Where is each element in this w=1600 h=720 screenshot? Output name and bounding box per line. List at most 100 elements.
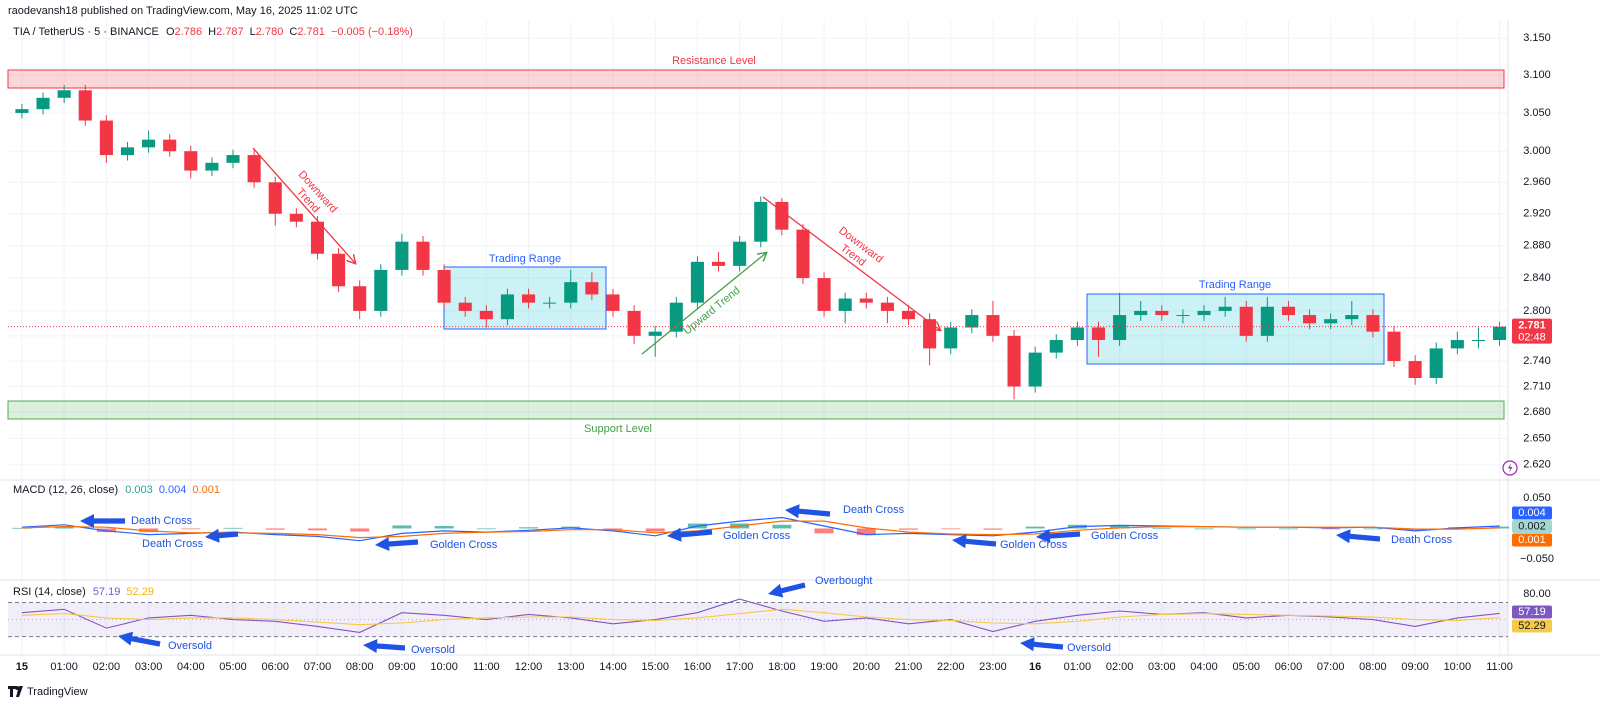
x-tick-label: 01:00 [50, 661, 78, 673]
candle-body [184, 151, 198, 171]
macd-histogram-bar [392, 525, 412, 529]
y-tick-label: 0.050 [1523, 492, 1551, 504]
macd-histogram-bar [645, 528, 665, 532]
callout-arrow [667, 527, 713, 542]
macd-histogram-bar [941, 528, 961, 530]
candle-body [585, 282, 599, 295]
callout-arrow [363, 639, 406, 653]
candle-body [1091, 327, 1106, 341]
candle-body [1303, 315, 1317, 324]
x-tick-label: 23:00 [979, 661, 1007, 673]
macd-histogram-bar [350, 528, 370, 532]
candle-body [1049, 340, 1063, 353]
candle-body [1176, 315, 1190, 317]
candle-body [733, 241, 747, 266]
callout-arrow [118, 631, 161, 647]
y-tick-label: 2.620 [1523, 459, 1551, 471]
x-tick-label: 03:00 [1148, 661, 1176, 673]
callout-label: Oversold [411, 644, 455, 656]
candle-body [923, 319, 937, 349]
ohlc-value: 2.781 [297, 26, 325, 38]
macd-histogram-bar [265, 528, 285, 530]
trading-range-label: Trading Range [489, 253, 561, 265]
macd-histogram-bar [772, 524, 792, 529]
candle-body [838, 298, 852, 311]
candle-body [1471, 340, 1485, 342]
y-tick-label: 3.150 [1523, 32, 1551, 44]
candle-body [1007, 335, 1021, 387]
macd-badge [1512, 520, 1552, 533]
publisher: raodevansh18 published on TradingView.co… [8, 5, 358, 17]
rsi-badge [1512, 619, 1552, 633]
x-tick-label: 08:00 [1359, 661, 1387, 673]
x-tick-label: 02:00 [93, 661, 121, 673]
rsi-badge-label: 57.19 [1518, 606, 1546, 618]
rsi-badge-label: 52.29 [1518, 620, 1546, 632]
x-tick-label: 20:00 [853, 661, 881, 673]
rsi-line [21, 598, 1500, 633]
candle-body [205, 162, 219, 171]
macd-histogram-bar [899, 528, 919, 530]
macd-histogram-bar [1025, 526, 1045, 529]
macd-histogram-bar [1278, 528, 1298, 530]
candle-body [268, 182, 282, 214]
macd-title: MACD (12, 26, close) [13, 484, 118, 496]
candle-body [1281, 306, 1296, 316]
candle-body [458, 302, 472, 311]
y-tick-label: 3.050 [1523, 107, 1551, 119]
callout-arrow [1336, 529, 1381, 544]
macd-histogram-bar [434, 526, 454, 529]
x-tick-label: 05:00 [219, 661, 247, 673]
callout-arrow [785, 504, 831, 519]
support-label: Support Level [584, 423, 652, 435]
candle-body [395, 241, 409, 270]
x-tick-label: 09:00 [1401, 661, 1429, 673]
x-tick-label: 12:00 [515, 661, 543, 673]
macd-legend-value: 0.001 [192, 484, 220, 496]
x-tick-label: 09:00 [388, 661, 416, 673]
candle-body [1260, 306, 1274, 336]
candle-body [374, 269, 388, 311]
macd-line [21, 520, 1500, 539]
candle-body [289, 213, 303, 222]
trend-arrow [762, 196, 940, 330]
candle-body [690, 261, 704, 303]
candle-body [15, 109, 29, 113]
candle-body [754, 201, 768, 242]
candle-body [859, 298, 873, 303]
candle-body [247, 155, 261, 183]
candle-body [648, 331, 662, 336]
rsi-title: RSI (14, close) [13, 586, 86, 598]
callout-arrow [375, 537, 419, 551]
callout-label: Death Cross [142, 538, 204, 550]
callout-label: Golden Cross [430, 539, 498, 551]
x-tick-label: 06:00 [261, 661, 289, 673]
candle-body [1387, 331, 1401, 362]
macd-legend: MACD (12, 26, close) 0.003 0.004 0.001 [13, 484, 220, 496]
macd-legend-value: 0.003 [125, 484, 153, 496]
candle-body [1450, 340, 1464, 349]
y-tick-label: 80.00 [1523, 588, 1551, 600]
candle-body [1408, 361, 1422, 379]
y-tick-label: 2.960 [1523, 176, 1551, 188]
macd-histogram-bar [983, 528, 1003, 530]
trading-range-box [1086, 293, 1385, 365]
candle-body [36, 97, 50, 110]
ohlc-value: 2.786 [175, 26, 203, 38]
x-tick-label: 19:00 [810, 661, 838, 673]
candle-body [78, 90, 92, 121]
y-tick-label: 3.000 [1523, 145, 1551, 157]
x-tick-label: 04:00 [177, 661, 205, 673]
callout-label: Death Cross [1391, 534, 1453, 546]
macd-badge-label: 0.001 [1518, 534, 1546, 546]
y-tick-label: 2.920 [1523, 208, 1551, 220]
candle-body [1345, 315, 1359, 320]
symbol-legend: TIA / TetherUS · 5 · BINANCE O2.786 H2.7… [13, 26, 413, 38]
candle-body [1239, 306, 1253, 336]
trading-range-label: Trading Range [1199, 279, 1271, 291]
y-tick-label: 2.740 [1523, 355, 1551, 367]
macd-histogram-bar [1363, 528, 1383, 530]
rsi-badge [1512, 605, 1552, 619]
macd-histogram-bar [603, 528, 623, 530]
